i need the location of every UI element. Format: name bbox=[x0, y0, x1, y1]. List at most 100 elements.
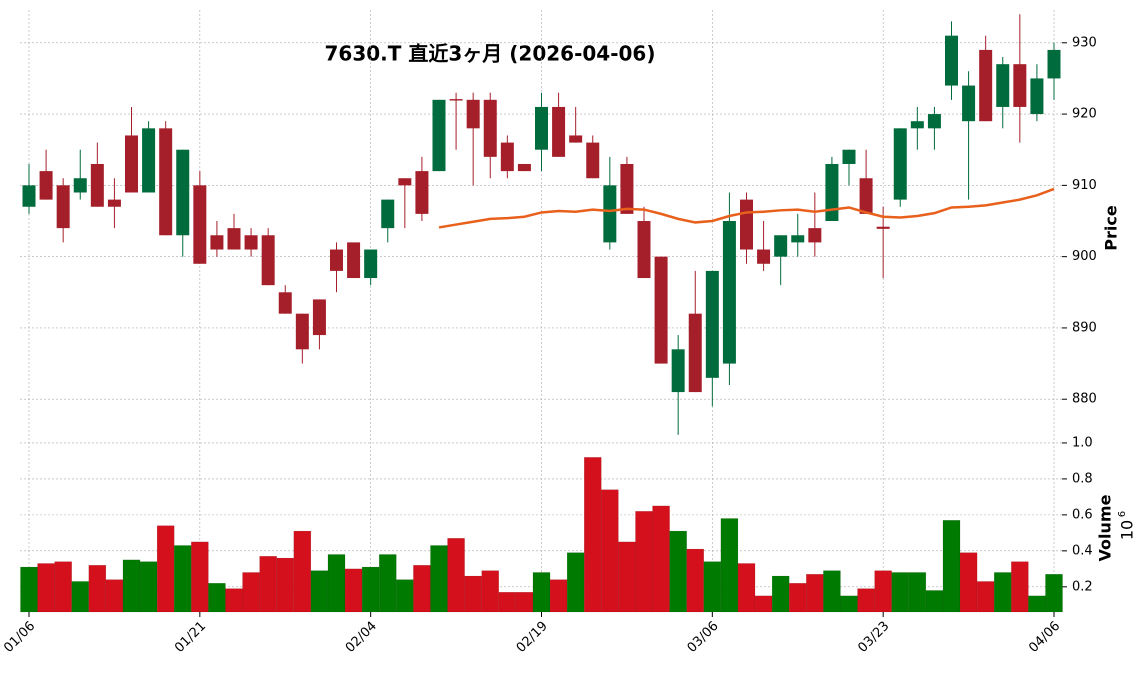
candle-body bbox=[996, 64, 1010, 107]
candle-body bbox=[722, 221, 736, 364]
volume-bar bbox=[1011, 561, 1029, 613]
candle-body bbox=[774, 235, 788, 257]
candle-body bbox=[808, 228, 822, 243]
volume-bar bbox=[823, 570, 841, 613]
candle-body bbox=[415, 171, 429, 214]
volume-bar bbox=[498, 591, 517, 613]
volume-bar bbox=[191, 541, 209, 613]
candle-body bbox=[603, 185, 617, 243]
candle-body bbox=[842, 149, 856, 164]
candle-body bbox=[330, 249, 343, 271]
volume-bar bbox=[959, 552, 978, 613]
volume-bar bbox=[54, 561, 72, 613]
volume-bar bbox=[549, 579, 568, 613]
candle-body bbox=[210, 235, 224, 250]
candle-body bbox=[449, 99, 463, 101]
candle-body bbox=[381, 199, 395, 229]
candle-body bbox=[586, 142, 600, 179]
volume-bar bbox=[601, 489, 619, 613]
candle-body bbox=[39, 171, 53, 200]
candle-body bbox=[637, 221, 651, 279]
volume-bar bbox=[481, 570, 500, 613]
volume-axis-label: Volume bbox=[1096, 494, 1115, 561]
volume-bar bbox=[942, 520, 961, 613]
candle-body bbox=[962, 85, 976, 122]
candle-body bbox=[688, 313, 702, 393]
volume-bar bbox=[515, 591, 534, 613]
x-tick-label: 02/19 bbox=[514, 619, 551, 656]
candle-body bbox=[142, 128, 156, 193]
candle-body bbox=[500, 142, 514, 172]
volume-bar bbox=[925, 590, 944, 613]
moving-average-line bbox=[438, 187, 1055, 229]
volume-bar bbox=[464, 575, 482, 613]
volume-bar bbox=[208, 582, 226, 613]
volume-offset-exponent: 6 bbox=[1117, 511, 1128, 517]
volume-bar bbox=[788, 582, 807, 613]
chart-title: 7630.T 直近3ヶ月 (2026-04-06) bbox=[325, 42, 656, 66]
y-tick-label: 0.4 bbox=[1072, 543, 1093, 558]
volume-bar bbox=[20, 566, 38, 613]
candle-body bbox=[278, 292, 292, 314]
volume-bar bbox=[105, 579, 124, 613]
candle-body bbox=[791, 235, 805, 243]
candle-body bbox=[364, 249, 378, 279]
volume-bar bbox=[88, 564, 107, 613]
candle-body bbox=[73, 178, 87, 193]
candle-body bbox=[620, 163, 634, 214]
candle-body bbox=[552, 106, 566, 157]
volume-bar bbox=[993, 572, 1012, 613]
candle-body bbox=[740, 199, 753, 250]
y-tick-label: 920 bbox=[1072, 107, 1097, 122]
volume-bar bbox=[173, 545, 192, 613]
x-tick-label: 04/06 bbox=[1026, 619, 1063, 656]
volume-bar bbox=[566, 552, 585, 613]
candle-body bbox=[227, 228, 241, 250]
candle-body bbox=[705, 270, 719, 378]
candle-body bbox=[159, 128, 173, 236]
candle-body bbox=[56, 185, 70, 229]
candle-body bbox=[398, 178, 412, 186]
candle-body bbox=[483, 99, 497, 157]
candle-body bbox=[1030, 78, 1044, 115]
candle-body bbox=[876, 226, 890, 229]
volume-bar bbox=[686, 548, 705, 613]
volume-bar bbox=[71, 581, 90, 613]
volume-bar bbox=[874, 570, 892, 613]
candle-body bbox=[244, 235, 258, 250]
volume-bar bbox=[430, 545, 448, 613]
volume-bar bbox=[310, 570, 329, 613]
volume-bar bbox=[583, 457, 602, 613]
candle-body bbox=[654, 256, 668, 364]
candle-body bbox=[347, 242, 361, 279]
candle-body bbox=[193, 185, 207, 264]
volume-offset: 10 bbox=[1118, 520, 1137, 540]
volume-bar bbox=[771, 575, 790, 613]
volume-bar bbox=[857, 588, 875, 613]
y-tick-label: 900 bbox=[1072, 249, 1097, 264]
candle-body bbox=[671, 349, 685, 393]
x-tick-label: 02/04 bbox=[343, 619, 380, 656]
volume-bar bbox=[344, 568, 363, 613]
volume-bar bbox=[413, 564, 431, 613]
volume-bar bbox=[361, 566, 380, 613]
x-tick-label: 03/23 bbox=[855, 619, 892, 656]
y-tick-label: 890 bbox=[1072, 320, 1097, 335]
candle-body bbox=[910, 121, 924, 129]
volume-bar bbox=[737, 563, 756, 613]
volume-bar bbox=[1045, 573, 1063, 613]
candle-body bbox=[432, 99, 446, 172]
volume-bar bbox=[139, 561, 158, 613]
volume-bar bbox=[754, 595, 773, 613]
volume-bar bbox=[635, 511, 653, 613]
volume-bar bbox=[327, 554, 346, 613]
candle-body bbox=[535, 106, 548, 150]
volume-bar bbox=[891, 572, 910, 613]
candle-body bbox=[312, 299, 326, 336]
candle-body bbox=[466, 99, 480, 129]
y-tick-label: 1.0 bbox=[1072, 435, 1093, 450]
candle-body bbox=[1047, 49, 1061, 79]
volume-bar bbox=[720, 518, 739, 613]
candle-body bbox=[125, 135, 138, 193]
volume-bar bbox=[703, 561, 722, 613]
